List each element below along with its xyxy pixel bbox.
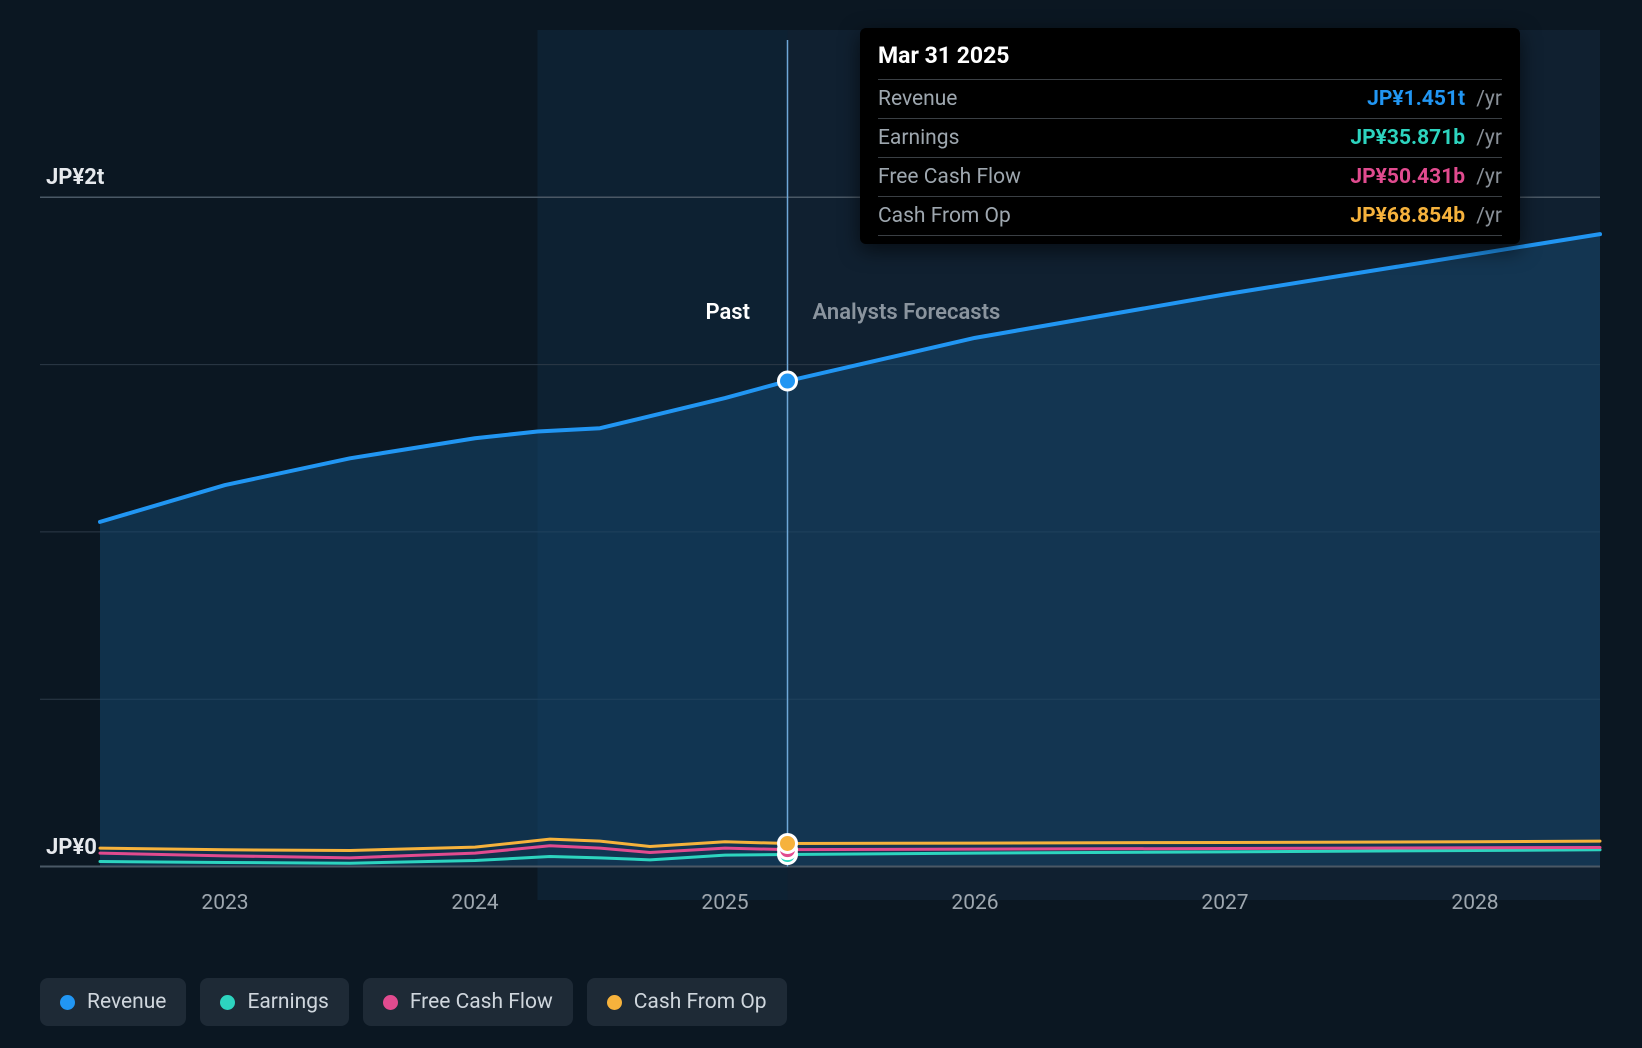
legend-label: Free Cash Flow xyxy=(410,990,553,1014)
legend-label: Revenue xyxy=(87,990,166,1014)
x-tick-label: 2026 xyxy=(951,891,998,915)
legend-item-free-cash-flow[interactable]: Free Cash Flow xyxy=(363,978,573,1026)
hover-tooltip: Mar 31 2025 Revenue JP¥1.451t /yr Earnings… xyxy=(860,28,1520,244)
tooltip-row: Cash From Op JP¥68.854b /yr xyxy=(878,196,1502,236)
legend-dot xyxy=(220,995,235,1010)
y-tick-label: JP¥0 xyxy=(46,835,97,860)
legend-dot xyxy=(383,995,398,1010)
legend-item-cash-from-op[interactable]: Cash From Op xyxy=(587,978,787,1026)
tooltip-title: Mar 31 2025 xyxy=(878,42,1502,79)
y-tick-label: JP¥2t xyxy=(46,165,104,190)
tooltip-row-value: JP¥50.431b /yr xyxy=(1350,165,1502,189)
tooltip-row-label: Free Cash Flow xyxy=(878,165,1021,189)
x-tick-label: 2027 xyxy=(1201,891,1248,915)
legend-label: Cash From Op xyxy=(634,990,767,1014)
tooltip-row: Free Cash Flow JP¥50.431b /yr xyxy=(878,157,1502,196)
tooltip-row: Revenue JP¥1.451t /yr xyxy=(878,79,1502,118)
x-tick-label: 2024 xyxy=(451,891,498,915)
x-tick-label: 2025 xyxy=(701,891,748,915)
section-label-forecast: Analysts Forecasts xyxy=(813,300,1001,325)
tooltip-row-value: JP¥1.451t /yr xyxy=(1367,87,1502,111)
legend-label: Earnings xyxy=(247,990,328,1014)
tooltip-row-label: Revenue xyxy=(878,87,957,111)
tooltip-row-value: JP¥35.871b /yr xyxy=(1350,126,1502,150)
legend: Revenue Earnings Free Cash Flow Cash From O… xyxy=(40,978,787,1026)
legend-dot xyxy=(607,995,622,1010)
legend-item-revenue[interactable]: Revenue xyxy=(40,978,186,1026)
tooltip-row-label: Earnings xyxy=(878,126,959,150)
financial-chart: JP¥0JP¥2t 202320242025202620272028 Past … xyxy=(0,0,1642,1048)
legend-item-earnings[interactable]: Earnings xyxy=(200,978,348,1026)
x-tick-label: 2023 xyxy=(201,891,248,915)
tooltip-row-value: JP¥68.854b /yr xyxy=(1350,204,1502,228)
tooltip-row-label: Cash From Op xyxy=(878,204,1011,228)
tooltip-row: Earnings JP¥35.871b /yr xyxy=(878,118,1502,157)
legend-dot xyxy=(60,995,75,1010)
section-label-past: Past xyxy=(705,300,750,325)
x-tick-label: 2028 xyxy=(1451,891,1498,915)
